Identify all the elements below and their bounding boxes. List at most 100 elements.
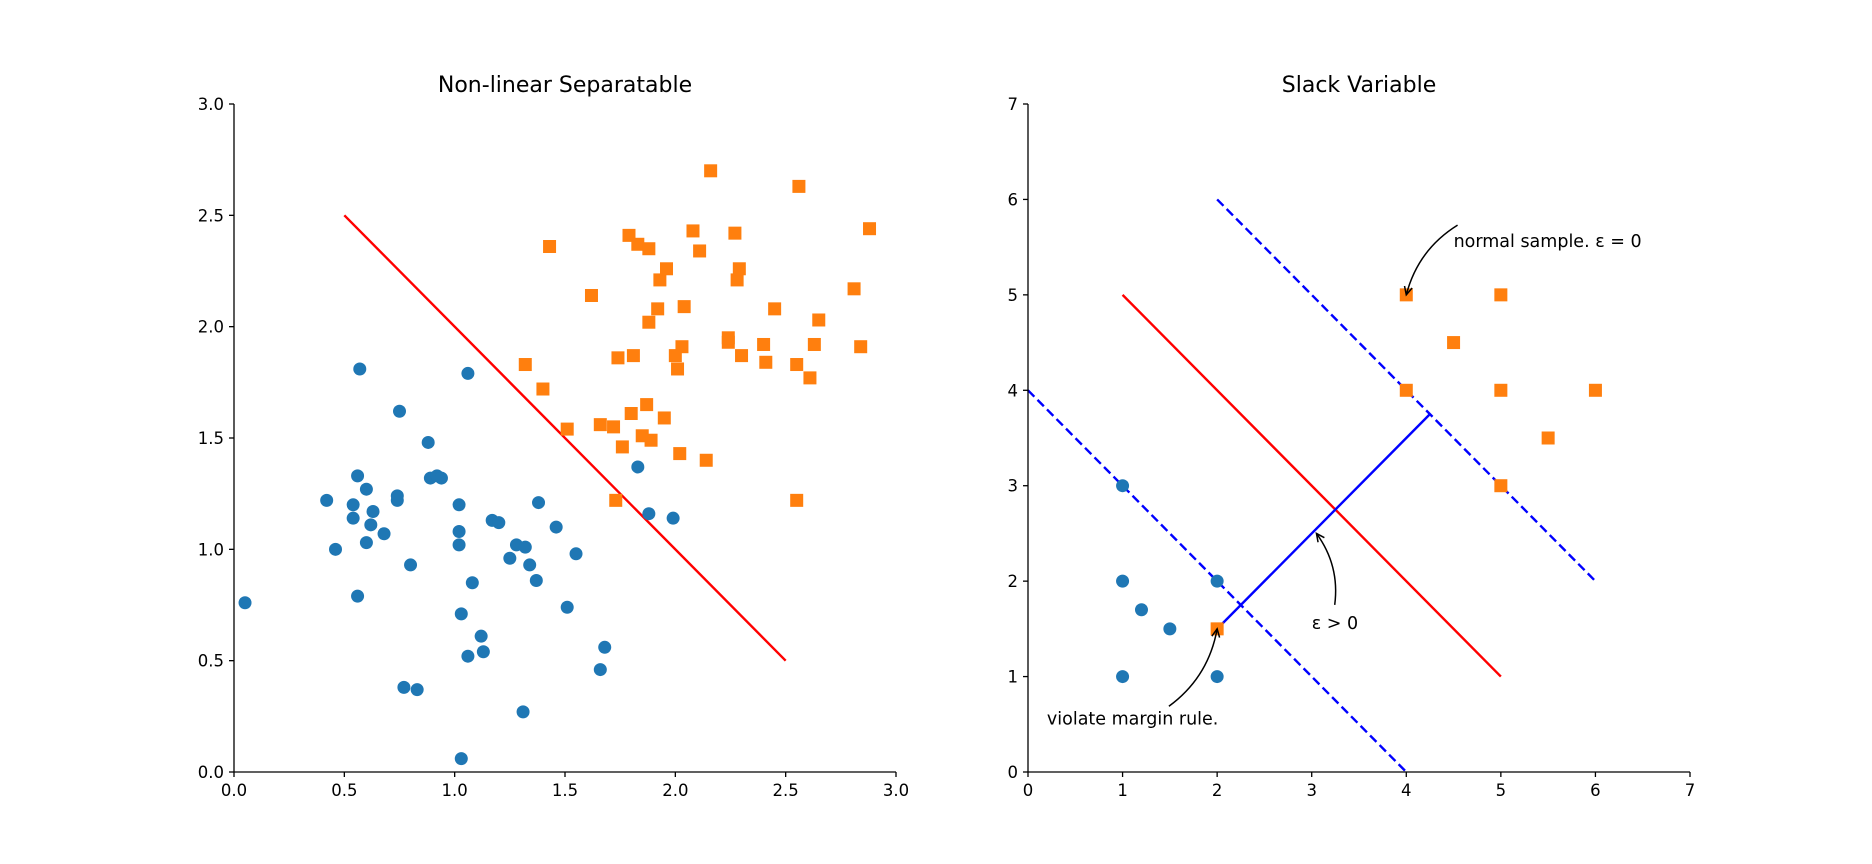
- chart-0-point-circle: [364, 518, 378, 532]
- chart-1-x-tick-label: 5: [1496, 781, 1507, 800]
- chart-0-point-square: [642, 242, 656, 256]
- chart-0-point-circle: [529, 574, 543, 588]
- chart-0-point-circle: [329, 542, 343, 556]
- chart-0-y-tick-label: 2.5: [198, 206, 224, 225]
- chart-0-point-circle: [359, 536, 373, 550]
- chart-0-point-square: [675, 340, 689, 354]
- chart-1-point-square: [1494, 383, 1508, 397]
- chart-1-point-circle: [1163, 622, 1177, 636]
- chart-0-point-circle: [320, 493, 334, 507]
- chart-0-point-square: [671, 362, 685, 376]
- chart-0-point-circle: [404, 558, 418, 572]
- chart-0-point-circle: [461, 366, 475, 380]
- chart-1-point-square: [1399, 383, 1413, 397]
- chart-0-point-circle: [461, 649, 475, 663]
- chart-0-point-square: [790, 493, 804, 507]
- chart-0-point-circle: [351, 469, 365, 483]
- chart-1-point-circle: [1210, 574, 1224, 588]
- chart-0-point-square: [644, 433, 658, 447]
- chart-1-x-tick-label: 4: [1401, 781, 1412, 800]
- chart-0-point-square: [759, 355, 773, 369]
- chart-0-point-square: [609, 493, 623, 507]
- chart-0-y-tick-label: 0.5: [198, 652, 224, 671]
- chart-1-annotation-arrowhead: [1315, 532, 1325, 543]
- chart-0-point-square: [803, 371, 817, 385]
- chart-1-point-square: [1588, 383, 1602, 397]
- chart-1-annotation-arrowhead: [1211, 627, 1221, 638]
- chart-0-point-circle: [474, 629, 488, 643]
- chart-0-x-tick-label: 0.0: [221, 781, 247, 800]
- chart-1-point-square: [1541, 431, 1555, 445]
- chart-1-line-2: [1216, 198, 1597, 582]
- chart-0-point-square: [660, 262, 674, 276]
- chart-0-line-0: [343, 214, 787, 662]
- chart-0-point-circle: [492, 516, 506, 530]
- chart-0-point-square: [653, 273, 667, 287]
- chart-0-point-circle: [598, 640, 612, 654]
- chart-1-x-tick-label: 6: [1590, 781, 1601, 800]
- chart-0-point-circle: [351, 589, 365, 603]
- chart-1-point-circle: [1134, 603, 1148, 617]
- chart-0-point-square: [677, 300, 691, 314]
- chart-1-point-circle: [1210, 670, 1224, 684]
- chart-0-point-square: [721, 331, 735, 345]
- chart-1-y-tick-label: 2: [1008, 572, 1019, 591]
- chart-0-point-circle: [397, 680, 411, 694]
- left-chart: Non-linear Separatable 0.0 0.5 1.0 1.5 2.0 2.5…: [198, 73, 909, 800]
- chart-0-point-square: [854, 340, 868, 354]
- chart-0-point-circle: [465, 576, 479, 590]
- chart-0-x-tick-label: 2.0: [662, 781, 688, 800]
- chart-0-point-square: [673, 447, 687, 461]
- chart-0-point-circle: [476, 645, 490, 659]
- chart-0-point-circle: [434, 471, 448, 485]
- chart-0-point-square: [543, 240, 557, 254]
- chart-1-annotation-text: normal sample. ε = 0: [1454, 232, 1642, 252]
- chart-0-point-square: [584, 288, 598, 302]
- chart-0-point-circle: [523, 558, 537, 572]
- chart-1-x-tick-label: 3: [1306, 781, 1317, 800]
- chart-0-point-square: [847, 282, 861, 296]
- chart-1-y-tick-label: 5: [1008, 286, 1019, 305]
- chart-0-x-tick-label: 1.0: [442, 781, 468, 800]
- chart-0-point-circle: [452, 538, 466, 552]
- chart-0-point-circle: [560, 600, 574, 614]
- chart-0-point-square: [611, 351, 625, 365]
- chart-1-annotation-arrow: [1405, 224, 1458, 296]
- chart-0-point-square: [757, 337, 771, 351]
- chart-1-y-tick-label: 3: [1008, 477, 1019, 496]
- chart-0-y-tick-label: 3.0: [198, 95, 224, 114]
- chart-0-point-square: [792, 179, 806, 193]
- chart-0-point-square: [693, 244, 707, 258]
- chart-0-point-square: [686, 224, 700, 238]
- chart-0-point-circle: [377, 527, 391, 541]
- chart-0-point-circle: [238, 596, 252, 610]
- chart-1-annotation-text: violate margin rule.: [1047, 709, 1218, 729]
- chart-1-line-0: [1121, 294, 1502, 678]
- chart-0-point-circle: [642, 507, 656, 521]
- chart-0-point-square: [863, 222, 877, 236]
- chart-0-point-circle: [503, 551, 517, 565]
- chart-1-point-circle: [1116, 479, 1130, 493]
- chart-0-point-square: [651, 302, 665, 316]
- chart-0-point-circle: [366, 504, 380, 518]
- chart-0-point-circle: [421, 435, 435, 449]
- chart-1-annotation-text: ε > 0: [1312, 614, 1358, 634]
- chart-1-title: Slack Variable: [1282, 73, 1436, 98]
- chart-1-x-tick-label: 0: [1023, 781, 1034, 800]
- chart-1-y-tick-label: 0: [1008, 763, 1019, 782]
- right-chart: Slack Variable 0 1 2 3 4 5 6 7 0 1 2 3 4 5 6 7 normal sam…: [1008, 73, 1696, 800]
- chart-1-y-tick-label: 6: [1008, 190, 1019, 209]
- chart-0-point-square: [624, 407, 638, 421]
- chart-0-point-circle: [393, 404, 406, 418]
- chart-0-point-circle: [593, 663, 607, 677]
- chart-1-annotation-arrow: [1315, 532, 1337, 605]
- chart-0-y-tick-label: 1.5: [198, 429, 224, 448]
- chart-0-point-square: [735, 349, 749, 363]
- chart-0-point-square: [615, 440, 629, 454]
- chart-0-x-tick-label: 1.5: [552, 781, 578, 800]
- chart-0-x-tick-label: 2.5: [773, 781, 799, 800]
- chart-0-point-circle: [353, 362, 367, 376]
- chart-0-point-square: [536, 382, 550, 396]
- chart-0-point-circle: [452, 498, 466, 512]
- chart-0-title: Non-linear Separatable: [438, 73, 692, 98]
